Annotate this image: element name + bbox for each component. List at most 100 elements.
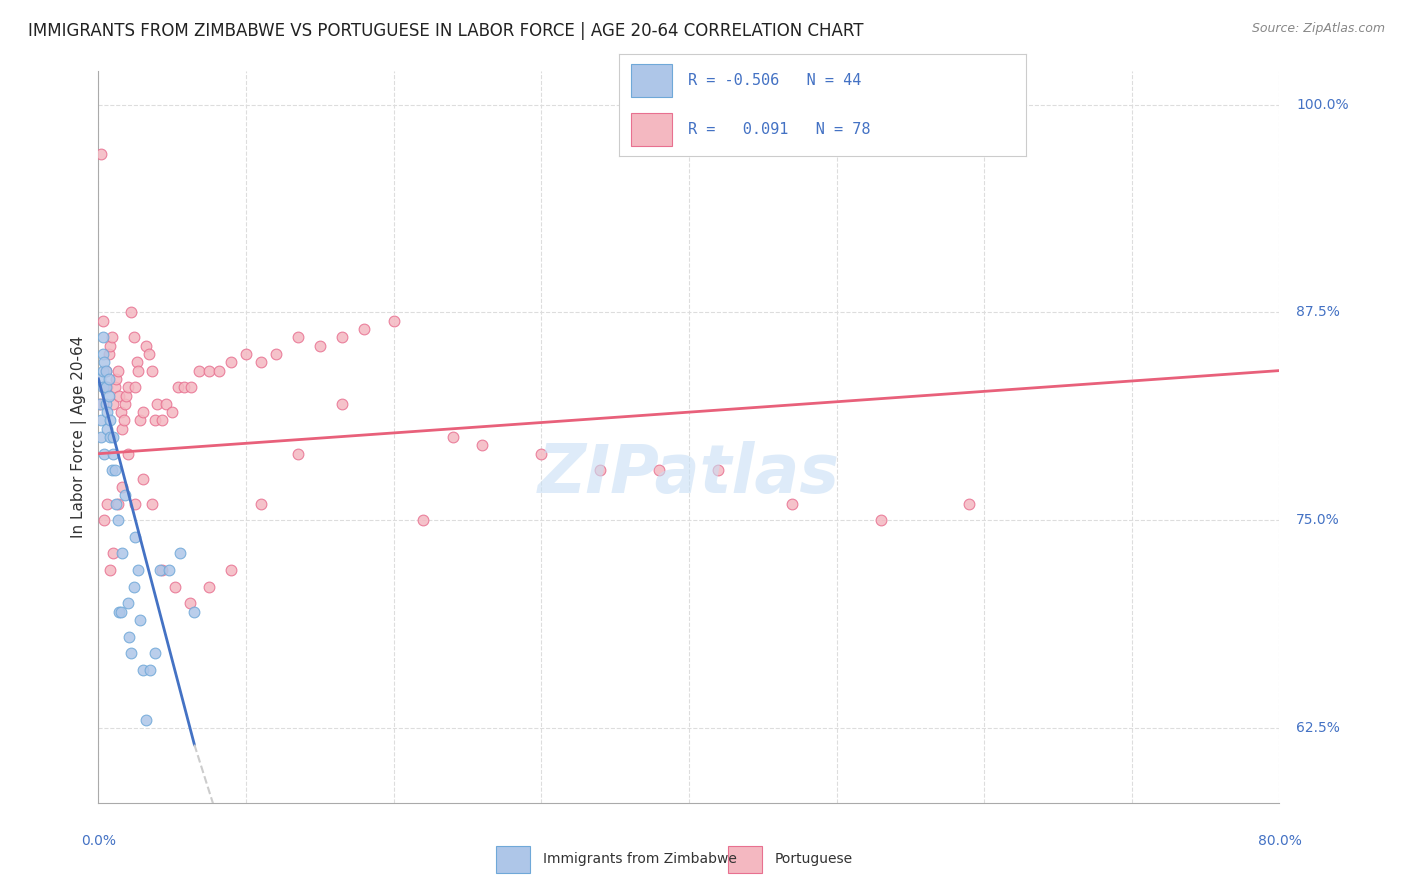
Point — [118, 630, 141, 644]
Point — [114, 397, 136, 411]
Point — [112, 413, 135, 427]
Point — [120, 305, 142, 319]
Point — [110, 405, 132, 419]
Point — [132, 472, 155, 486]
Point — [187, 363, 209, 377]
Point — [180, 380, 202, 394]
Point — [115, 388, 138, 402]
Point — [98, 413, 121, 427]
Text: 100.0%: 100.0% — [1296, 97, 1348, 112]
Point — [105, 497, 128, 511]
Point — [125, 355, 148, 369]
FancyBboxPatch shape — [631, 113, 672, 145]
Point — [104, 463, 127, 477]
Point — [91, 330, 114, 344]
Point — [135, 713, 157, 727]
Point — [150, 563, 173, 577]
Point — [89, 372, 111, 386]
Point — [103, 430, 125, 444]
Y-axis label: In Labor Force | Age 20-64: In Labor Force | Age 20-64 — [72, 336, 87, 538]
Point — [96, 422, 118, 436]
Point — [89, 397, 111, 411]
Text: Portuguese: Portuguese — [775, 852, 853, 865]
Point — [120, 646, 142, 660]
Point — [471, 438, 494, 452]
Point — [90, 413, 112, 427]
Point — [138, 347, 160, 361]
Point — [107, 363, 129, 377]
Point — [93, 513, 115, 527]
Text: Source: ZipAtlas.com: Source: ZipAtlas.com — [1251, 22, 1385, 36]
Point — [235, 347, 257, 361]
Text: 75.0%: 75.0% — [1296, 513, 1340, 527]
Point — [96, 405, 118, 419]
Point — [97, 388, 120, 402]
Point — [127, 363, 149, 377]
Point — [330, 330, 353, 344]
Point — [124, 530, 146, 544]
Point — [98, 338, 121, 352]
Point — [108, 388, 131, 402]
Point — [869, 513, 891, 527]
Point — [382, 314, 405, 328]
Point — [110, 605, 132, 619]
Point — [98, 563, 121, 577]
Point — [589, 463, 612, 477]
Point — [162, 405, 183, 419]
Point — [143, 646, 166, 660]
Point — [707, 463, 730, 477]
Point — [530, 447, 553, 461]
Point — [98, 430, 121, 444]
Point — [219, 563, 242, 577]
Point — [91, 314, 114, 328]
Point — [132, 405, 155, 419]
Text: ZIPatlas: ZIPatlas — [538, 441, 839, 507]
Point — [124, 497, 146, 511]
Text: IMMIGRANTS FROM ZIMBABWE VS PORTUGUESE IN LABOR FORCE | AGE 20-64 CORRELATION CH: IMMIGRANTS FROM ZIMBABWE VS PORTUGUESE I… — [28, 22, 863, 40]
Point — [173, 380, 195, 394]
Point — [183, 605, 205, 619]
Point — [287, 330, 309, 344]
Point — [959, 497, 981, 511]
Point — [139, 663, 162, 677]
Text: 0.0%: 0.0% — [82, 834, 115, 848]
Point — [94, 380, 117, 394]
Point — [96, 380, 118, 394]
Point — [111, 422, 134, 436]
Point — [97, 372, 120, 386]
Point — [107, 497, 129, 511]
Point — [94, 363, 117, 377]
Text: 87.5%: 87.5% — [1296, 305, 1340, 319]
FancyBboxPatch shape — [728, 847, 762, 873]
Text: R =   0.091   N = 78: R = 0.091 N = 78 — [688, 122, 870, 137]
Point — [91, 380, 114, 394]
Point — [90, 147, 112, 161]
Point — [179, 596, 201, 610]
Point — [117, 380, 139, 394]
Point — [150, 413, 173, 427]
Text: Immigrants from Zimbabwe: Immigrants from Zimbabwe — [543, 852, 737, 865]
Point — [90, 430, 112, 444]
Point — [132, 663, 155, 677]
Point — [155, 397, 177, 411]
Point — [107, 513, 129, 527]
Point — [111, 546, 134, 560]
FancyBboxPatch shape — [496, 847, 530, 873]
Point — [124, 380, 146, 394]
Point — [135, 338, 157, 352]
Point — [441, 430, 464, 444]
Point — [128, 413, 150, 427]
Point — [114, 488, 136, 502]
Point — [782, 497, 804, 511]
Point — [412, 513, 434, 527]
Point — [93, 447, 115, 461]
Point — [330, 397, 353, 411]
Point — [149, 563, 172, 577]
Text: 80.0%: 80.0% — [1257, 834, 1302, 848]
Point — [104, 380, 127, 394]
Point — [165, 580, 187, 594]
Point — [100, 463, 122, 477]
Point — [167, 380, 190, 394]
Point — [141, 497, 163, 511]
Point — [648, 463, 671, 477]
